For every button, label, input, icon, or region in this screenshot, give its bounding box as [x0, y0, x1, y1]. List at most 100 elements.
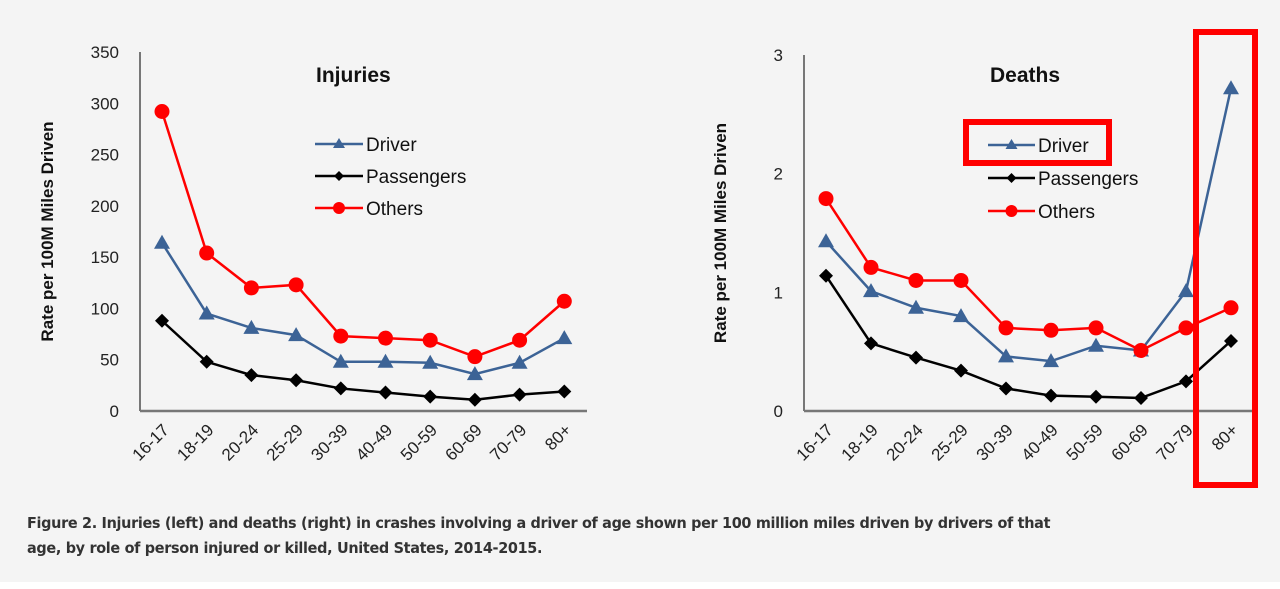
triangle-marker: [377, 353, 394, 368]
series-passengers: [819, 268, 1238, 405]
y-tick-label: 2: [774, 165, 783, 184]
x-tick-label: 70-79: [1153, 420, 1197, 464]
y-tick-label: 150: [91, 248, 119, 267]
series-driver: [154, 234, 573, 381]
triangle-marker: [556, 330, 573, 345]
x-tick-label: 80+: [1208, 420, 1242, 454]
triangle-marker: [1223, 80, 1239, 95]
x-tick-label: 30-39: [307, 420, 351, 464]
circle-marker: [333, 328, 349, 344]
triangle-marker: [1178, 283, 1194, 298]
legend-triangle-icon: [333, 138, 345, 148]
circle-marker: [378, 330, 393, 346]
diamond-marker: [1134, 390, 1148, 405]
diamond-marker: [333, 381, 348, 396]
y-tick-label: 200: [91, 197, 119, 216]
legend-label: Passengers: [1038, 169, 1138, 190]
circle-marker: [154, 103, 170, 119]
circle-marker: [1088, 320, 1104, 336]
y-tick-label: 250: [91, 146, 119, 165]
injuries-chart: 0 50 100 150 200 250 300 350 16-17 18-19 20-24 25-2…: [38, 43, 587, 465]
triangle-marker: [1088, 337, 1104, 352]
triangle-marker: [998, 348, 1014, 363]
diamond-marker: [1224, 333, 1238, 348]
series-line: [160, 242, 565, 376]
y-tick-label: 0: [110, 402, 119, 421]
legend-label: Driver: [366, 135, 417, 156]
legend-triangle-icon: [1005, 139, 1018, 149]
legend-item: Driver: [315, 135, 417, 156]
legend-circle-icon: [1005, 205, 1018, 217]
x-tick-label: 40-49: [1018, 420, 1062, 464]
triangle-marker: [863, 283, 879, 298]
circle-marker: [1043, 322, 1059, 338]
diamond-marker: [244, 368, 259, 383]
series-line: [161, 319, 565, 401]
diamond-marker: [467, 392, 482, 407]
x-tick-label: 16-17: [793, 420, 837, 464]
circle-marker: [908, 272, 924, 288]
triangle-marker: [511, 354, 528, 369]
series-others: [818, 191, 1239, 358]
legend-label: Driver: [1038, 136, 1089, 157]
x-tick-label: 18-19: [838, 420, 882, 464]
diamond-marker: [909, 350, 923, 365]
legend-circle-icon: [333, 202, 345, 214]
legend-diamond-icon: [334, 171, 344, 181]
legend: Driver Passengers Others: [315, 135, 466, 220]
y-tick-label: 350: [91, 43, 119, 62]
x-tick-label: 60-69: [1108, 420, 1152, 464]
legend: Driver Passengers Others: [988, 136, 1138, 223]
y-axis-title: Rate per 100M Miles Driven: [711, 123, 730, 343]
x-tick-label: 16-17: [129, 420, 173, 464]
series-line: [824, 275, 1232, 400]
series-line: [825, 87, 1233, 363]
y-tick-label: 300: [91, 94, 119, 113]
x-tick-label: 20-24: [883, 420, 927, 464]
circle-marker: [1178, 320, 1194, 336]
legend-diamond-icon: [1006, 173, 1017, 183]
series-line: [160, 111, 566, 358]
circle-marker: [243, 280, 259, 296]
circle-marker: [288, 277, 304, 293]
circle-marker: [863, 259, 879, 275]
triangle-marker: [332, 353, 349, 368]
circle-marker: [512, 332, 528, 348]
legend-item: Others: [315, 199, 423, 220]
diamond-marker: [954, 363, 968, 378]
diamond-marker: [1179, 374, 1193, 389]
diamond-marker: [423, 389, 438, 404]
triangle-marker: [818, 233, 834, 248]
triangle-marker: [422, 354, 439, 369]
diamond-marker: [864, 336, 878, 351]
circle-marker: [1223, 300, 1239, 316]
x-tick-label: 80+: [541, 420, 575, 454]
y-tick-label: 50: [100, 351, 119, 370]
x-tick-label: 50-59: [1063, 420, 1107, 464]
y-axis-title: Rate per 100M Miles Driven: [38, 121, 57, 341]
legend-item: Passengers: [988, 169, 1138, 190]
series-others: [154, 103, 572, 365]
x-tick-label: 30-39: [973, 420, 1017, 464]
diamond-marker: [289, 373, 304, 388]
caption-line-1: Figure 2. Injuries (left) and deaths (ri…: [27, 514, 1051, 532]
series-passengers: [155, 313, 572, 407]
triangle-marker: [953, 308, 969, 323]
y-tick-label: 1: [774, 283, 783, 302]
legend-label: Others: [366, 199, 423, 220]
legend-label: Others: [1038, 202, 1095, 223]
diamond-marker: [999, 381, 1013, 396]
y-tick-label: 0: [774, 402, 783, 421]
triangle-marker: [466, 366, 483, 381]
figure-caption: Figure 2. Injuries (left) and deaths (ri…: [27, 511, 1190, 561]
x-tick-label: 70-79: [486, 420, 530, 464]
circle-marker: [199, 245, 215, 261]
circle-marker: [953, 272, 969, 288]
y-tick-label: 100: [91, 299, 119, 318]
circle-marker: [467, 349, 483, 365]
diamond-marker: [557, 384, 572, 399]
circle-marker: [556, 293, 572, 309]
diamond-marker: [199, 354, 214, 369]
